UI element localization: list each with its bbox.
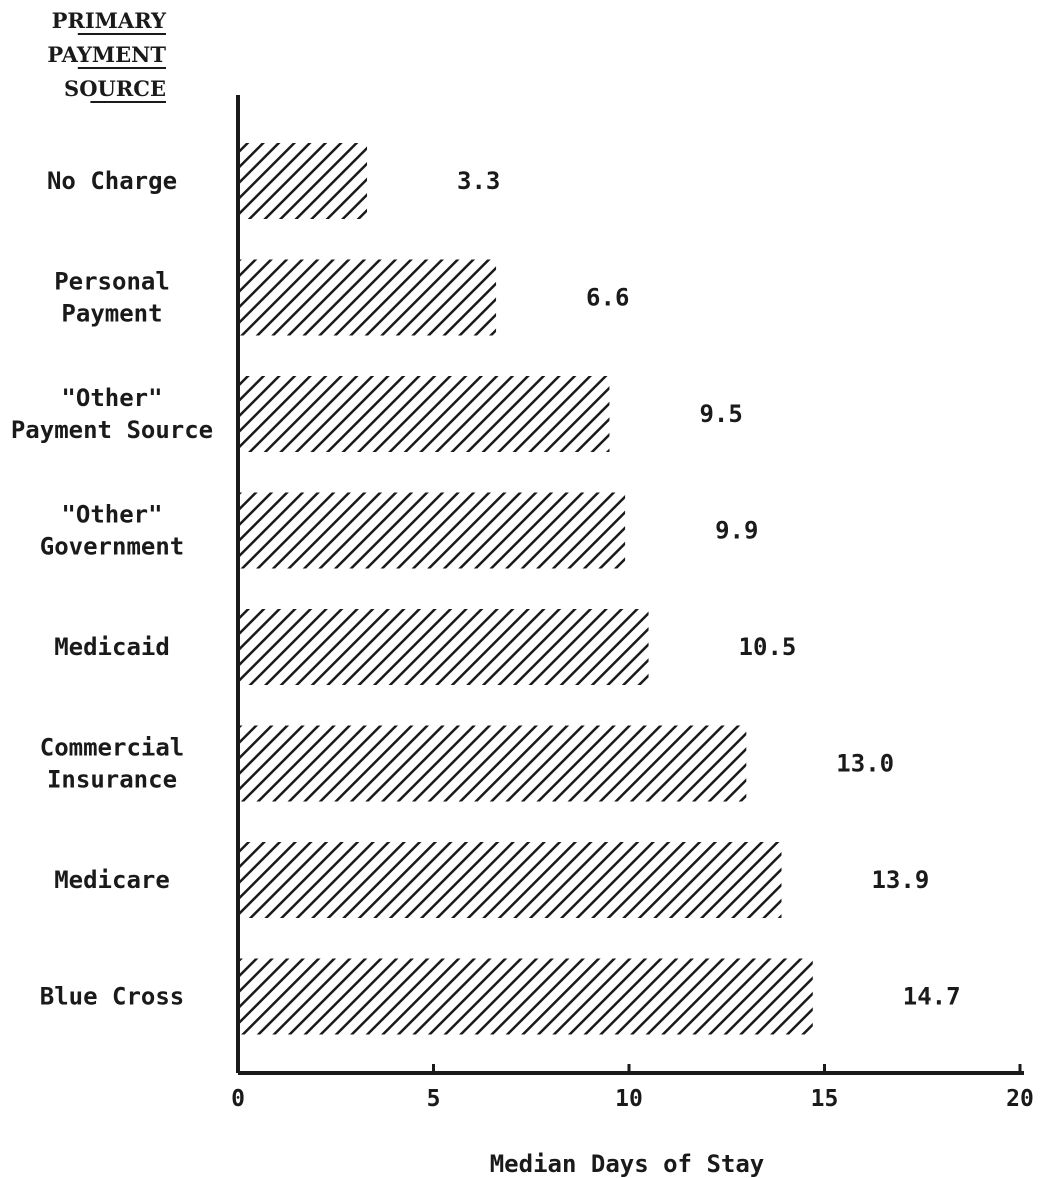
data-label: 9.9: [715, 517, 758, 545]
category-label: Payment: [61, 300, 162, 328]
category-label: Insurance: [47, 766, 177, 794]
category-axis-title-line: SOURCE: [64, 76, 166, 101]
bar: [240, 376, 610, 452]
category-label: Personal: [54, 268, 170, 296]
category-label: "Other": [61, 384, 162, 412]
bar: [240, 259, 497, 336]
category-label: No Charge: [47, 167, 177, 195]
bars: [240, 143, 813, 1035]
category-axis-title-line: PRIMARY: [52, 8, 167, 33]
category-label: Blue Cross: [40, 983, 185, 1011]
data-label: 3.3: [457, 167, 500, 195]
data-label: 10.5: [739, 633, 797, 661]
category-label: Medicaid: [54, 633, 170, 661]
bar: [240, 958, 813, 1035]
category-axis-title: PRIMARY PAYMENT SOURCE: [47, 8, 167, 103]
data-label: 13.0: [836, 750, 894, 778]
category-label: Medicare: [54, 866, 170, 894]
x-tick-label: 5: [427, 1086, 441, 1112]
category-label: "Other": [61, 501, 162, 529]
bar: [240, 842, 782, 918]
data-label: 13.9: [871, 866, 929, 894]
category-axis-title-line: PAYMENT: [47, 42, 166, 67]
x-tick-label: 20: [1006, 1086, 1034, 1112]
bar: [240, 725, 747, 802]
data-label: 6.6: [586, 284, 629, 312]
value-labels: 3.3 6.6 9.5 9.9 10.5 13.0 13.9 14.7: [457, 167, 961, 1011]
axes: 0 5 10 15 20: [231, 95, 1034, 1112]
data-label: 9.5: [699, 400, 742, 428]
x-axis-title: Median Days of Stay: [490, 1150, 765, 1178]
category-label: Payment Source: [11, 416, 213, 444]
x-tick-label: 0: [231, 1086, 245, 1112]
category-label: Government: [40, 533, 185, 561]
x-tick-label: 15: [811, 1086, 839, 1112]
bar: [240, 492, 626, 569]
category-label: Commercial: [40, 734, 185, 762]
data-label: 14.7: [903, 983, 961, 1011]
x-tick-label: 10: [615, 1086, 643, 1112]
category-labels: No Charge Personal Payment "Other" Payment S…: [11, 167, 213, 1011]
bar: [240, 609, 649, 685]
bar: [240, 143, 368, 219]
